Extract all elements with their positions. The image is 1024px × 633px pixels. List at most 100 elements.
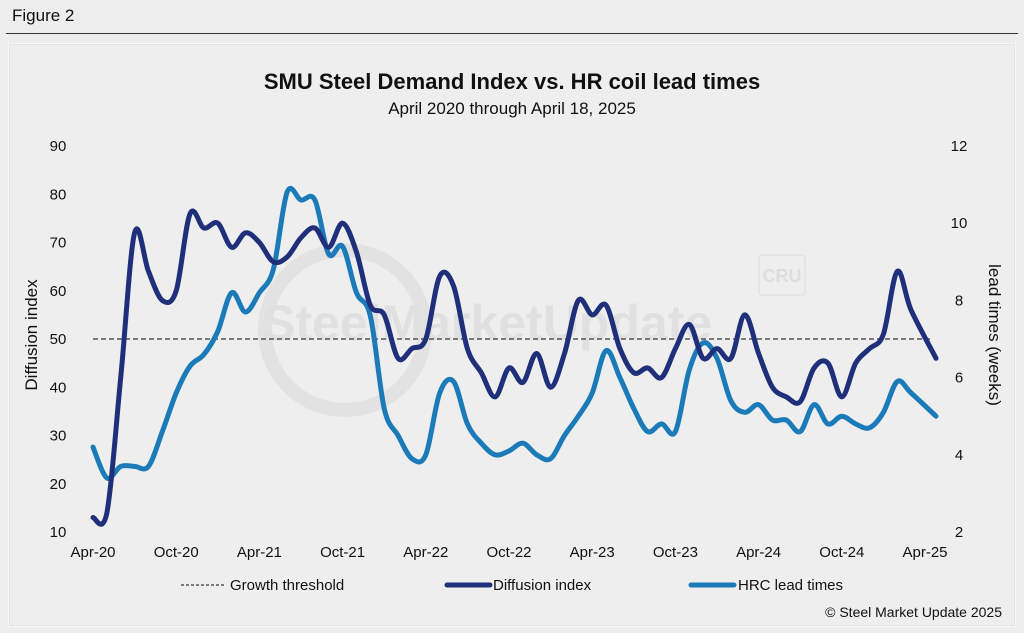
y2-tick-label: 6 — [955, 370, 963, 387]
x-tick-label: Apr-21 — [237, 544, 282, 561]
data-point-hrc-lead-times — [590, 391, 594, 395]
data-point-hrc-lead-times — [91, 445, 95, 449]
legend-label-hrc-lead-times: HRC lead times — [738, 577, 843, 594]
series-line-diffusion-index — [90, 208, 939, 527]
data-point-diffusion-index — [146, 269, 150, 273]
data-point-hrc-lead-times — [119, 464, 123, 468]
data-point-hrc-lead-times — [770, 418, 774, 422]
data-point-diffusion-index — [632, 371, 636, 375]
data-point-diffusion-index — [687, 323, 691, 327]
chart-subtitle: April 2020 through April 18, 2025 — [388, 99, 636, 118]
y-axis-left-ticks: 10 20 30 40 50 60 70 80 90 — [50, 138, 67, 541]
data-point-diffusion-index — [382, 313, 386, 317]
data-point-diffusion-index — [160, 298, 164, 302]
y-axis-right-label: lead times (weeks) — [985, 264, 1004, 406]
data-points — [91, 190, 938, 519]
data-point-hrc-lead-times — [188, 364, 192, 368]
data-point-diffusion-index — [784, 395, 788, 399]
data-point-diffusion-index — [452, 284, 456, 288]
series-line-hrc-lead-times — [90, 185, 939, 481]
y2-tick-label: 12 — [951, 138, 968, 155]
data-point-hrc-lead-times — [271, 268, 275, 272]
data-point-hrc-lead-times — [646, 430, 650, 434]
data-point-diffusion-index — [895, 269, 899, 273]
data-point-hrc-lead-times — [798, 430, 802, 434]
data-point-diffusion-index — [535, 351, 539, 355]
data-point-hrc-lead-times — [146, 464, 150, 468]
x-tick-label: Apr-23 — [570, 544, 615, 561]
data-point-hrc-lead-times — [244, 310, 248, 314]
data-point-diffusion-index — [188, 212, 192, 216]
y-tick-label: 30 — [50, 428, 67, 445]
data-point-diffusion-index — [244, 231, 248, 235]
data-point-diffusion-index — [285, 255, 289, 259]
x-tick-label: Apr-25 — [902, 544, 947, 561]
data-point-diffusion-index — [299, 236, 303, 240]
y-tick-label: 40 — [50, 379, 67, 396]
y-tick-label: 60 — [50, 283, 67, 300]
data-point-hrc-lead-times — [479, 441, 483, 445]
legend-label-growth-threshold: Growth threshold — [230, 577, 344, 594]
data-point-diffusion-index — [354, 250, 358, 254]
data-point-diffusion-index — [257, 241, 261, 245]
data-point-hrc-lead-times — [618, 376, 622, 380]
data-point-hrc-lead-times — [230, 291, 234, 295]
data-point-hrc-lead-times — [660, 422, 664, 426]
data-point-hrc-lead-times — [493, 453, 497, 457]
data-point-diffusion-index — [934, 356, 938, 360]
y-tick-label: 20 — [50, 476, 67, 493]
y-tick-label: 90 — [50, 138, 67, 155]
x-axis-ticks: Apr-20 Oct-20 Apr-21 Oct-21 Apr-22 Oct-22 Apr-… — [70, 544, 947, 561]
data-point-diffusion-index — [133, 231, 137, 235]
data-point-diffusion-index — [701, 356, 705, 360]
chart-title: SMU Steel Demand Index vs. HR coil lead … — [263, 69, 761, 94]
y-axis-left-label: Diffusion index — [22, 279, 41, 391]
legend-label-diffusion-index: Diffusion index — [493, 577, 592, 594]
y-tick-label: 50 — [50, 331, 67, 348]
data-point-diffusion-index — [493, 395, 497, 399]
data-point-diffusion-index — [230, 245, 234, 249]
data-point-hrc-lead-times — [465, 422, 469, 426]
data-point-diffusion-index — [396, 356, 400, 360]
data-point-hrc-lead-times — [133, 464, 137, 468]
data-point-diffusion-index — [507, 366, 511, 370]
data-point-hrc-lead-times — [562, 434, 566, 438]
data-point-hrc-lead-times — [354, 291, 358, 295]
data-point-diffusion-index — [479, 371, 483, 375]
data-point-hrc-lead-times — [701, 341, 705, 345]
data-point-diffusion-index — [368, 303, 372, 307]
data-point-hrc-lead-times — [757, 403, 761, 407]
data-point-hrc-lead-times — [410, 457, 414, 461]
x-tick-label: Apr-24 — [736, 544, 781, 561]
data-point-diffusion-index — [840, 395, 844, 399]
chart-panel — [8, 43, 1016, 627]
data-point-diffusion-index — [424, 337, 428, 341]
data-point-diffusion-index — [549, 385, 553, 389]
data-point-hrc-lead-times — [160, 430, 164, 434]
legend: Growth threshold Diffusion index HRC lea… — [181, 577, 843, 594]
data-point-diffusion-index — [660, 376, 664, 380]
data-point-diffusion-index — [105, 511, 109, 515]
data-point-diffusion-index — [576, 298, 580, 302]
data-point-diffusion-index — [854, 361, 858, 365]
x-tick-label: Oct-21 — [320, 544, 365, 561]
data-point-hrc-lead-times — [881, 410, 885, 414]
data-point-diffusion-index — [646, 366, 650, 370]
x-tick-label: Apr-22 — [403, 544, 448, 561]
data-point-diffusion-index — [202, 226, 206, 230]
data-point-hrc-lead-times — [743, 410, 747, 414]
x-tick-label: Apr-20 — [70, 544, 115, 561]
watermark-badge-frame — [758, 254, 806, 296]
data-point-hrc-lead-times — [424, 453, 428, 457]
data-point-hrc-lead-times — [715, 356, 719, 360]
data-point-diffusion-index — [909, 308, 913, 312]
data-point-diffusion-index — [798, 400, 802, 404]
data-point-diffusion-index — [562, 351, 566, 355]
data-point-diffusion-index — [618, 347, 622, 351]
x-tick-label: Oct-23 — [653, 544, 698, 561]
data-point-diffusion-index — [341, 221, 345, 225]
data-point-diffusion-index — [119, 376, 123, 380]
x-tick-label: Oct-22 — [486, 544, 531, 561]
figure-divider — [6, 33, 1018, 34]
